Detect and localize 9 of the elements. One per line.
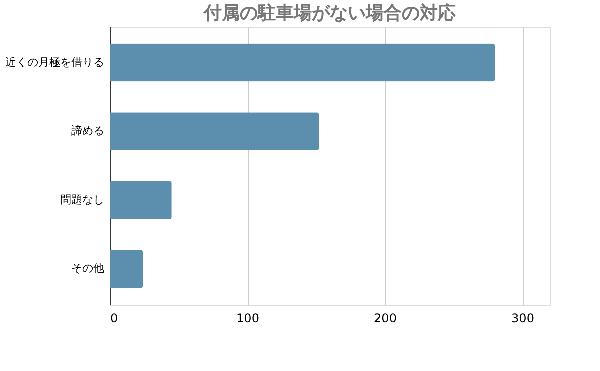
y-tick-label: 諦める: [72, 124, 104, 138]
x-tick-label: 300: [512, 312, 534, 326]
y-tick-label: 近くの月極を借りる: [6, 56, 104, 69]
x-tick-label: 0: [110, 312, 118, 326]
x-tick-label: 100: [236, 312, 260, 326]
chart-title: 付属の駐車場がない場合の対応: [203, 3, 456, 24]
y-tick-label: その他: [72, 262, 104, 276]
y-tick-label: 問題なし: [60, 193, 104, 206]
x-tick-label: 200: [374, 312, 397, 326]
